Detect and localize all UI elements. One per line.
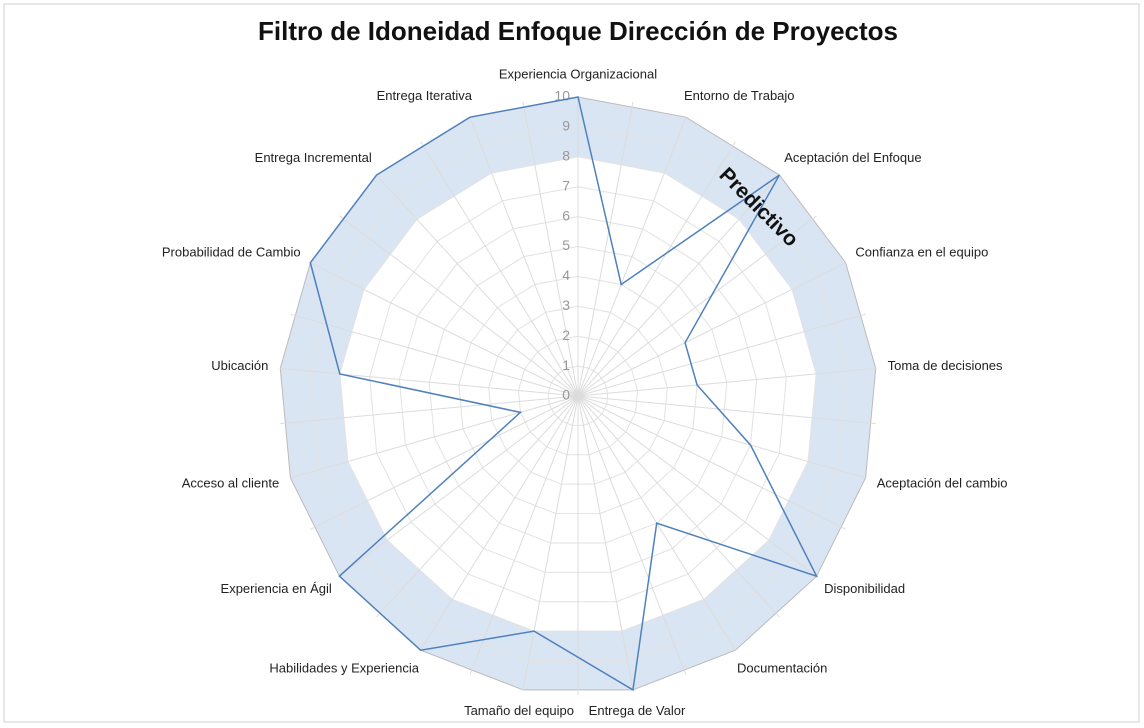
y-tick-label: 2	[562, 327, 570, 343]
spoke	[290, 313, 579, 397]
category-label: Experiencia en Ágil	[221, 581, 332, 596]
spoke	[339, 395, 579, 577]
spoke	[469, 117, 579, 397]
spoke	[339, 215, 579, 397]
spoke	[469, 395, 579, 675]
category-label: Tamaño del equipo	[464, 703, 574, 718]
y-tick-label: 3	[562, 297, 570, 313]
spoke	[577, 262, 846, 397]
spoke	[280, 367, 579, 397]
spoke	[577, 313, 866, 397]
category-label: Toma de decisiones	[888, 358, 1003, 373]
spoke	[577, 395, 634, 691]
spoke	[577, 117, 687, 397]
spoke	[577, 367, 876, 397]
y-tick-label: 8	[562, 148, 570, 164]
category-label: Confianza en el equipo	[855, 244, 988, 259]
category-label: Entrega de Valor	[589, 703, 686, 718]
category-label: Entrega Iterativa	[377, 88, 473, 103]
y-tick-label: 7	[562, 177, 570, 193]
category-label: Aceptación del Enfoque	[784, 150, 921, 165]
y-tick-label: 0	[562, 387, 570, 403]
spoke	[577, 395, 780, 618]
spoke	[522, 101, 579, 397]
y-tick-label: 5	[562, 237, 570, 253]
spoke	[577, 174, 780, 397]
series-line	[309, 96, 819, 692]
category-label: Documentación	[737, 660, 827, 675]
category-label: Ubicación	[211, 358, 268, 373]
spoke	[376, 174, 579, 397]
spoke	[577, 395, 687, 675]
category-label: Habilidades y Experiencia	[269, 660, 419, 675]
spoke	[577, 101, 634, 397]
y-tick-label: 6	[562, 207, 570, 223]
y-tick-label: 4	[562, 267, 570, 283]
spoke	[310, 395, 579, 530]
spoke	[522, 395, 579, 691]
category-label: Experiencia Organizacional	[499, 66, 657, 81]
spoke	[577, 141, 736, 397]
chart-title: Filtro de Idoneidad Enfoque Dirección de…	[258, 16, 898, 46]
spoke	[420, 141, 579, 397]
category-label: Entorno de Trabajo	[684, 88, 795, 103]
category-label: Disponibilidad	[824, 581, 905, 596]
spoke	[376, 395, 579, 618]
spoke	[577, 395, 866, 479]
spoke	[577, 395, 817, 577]
spoke	[280, 395, 579, 425]
spoke	[577, 215, 817, 397]
y-tick-label: 1	[562, 357, 570, 373]
category-label: Aceptación del cambio	[877, 475, 1008, 490]
spoke	[420, 395, 579, 651]
y-tick-label: 9	[562, 118, 570, 134]
spoke	[577, 395, 876, 425]
spoke	[577, 395, 846, 530]
category-label: Acceso al cliente	[182, 475, 280, 490]
spoke	[310, 262, 579, 397]
category-label: Probabilidad de Cambio	[162, 244, 301, 259]
category-label: Entrega Incremental	[255, 150, 372, 165]
spoke	[290, 395, 579, 479]
